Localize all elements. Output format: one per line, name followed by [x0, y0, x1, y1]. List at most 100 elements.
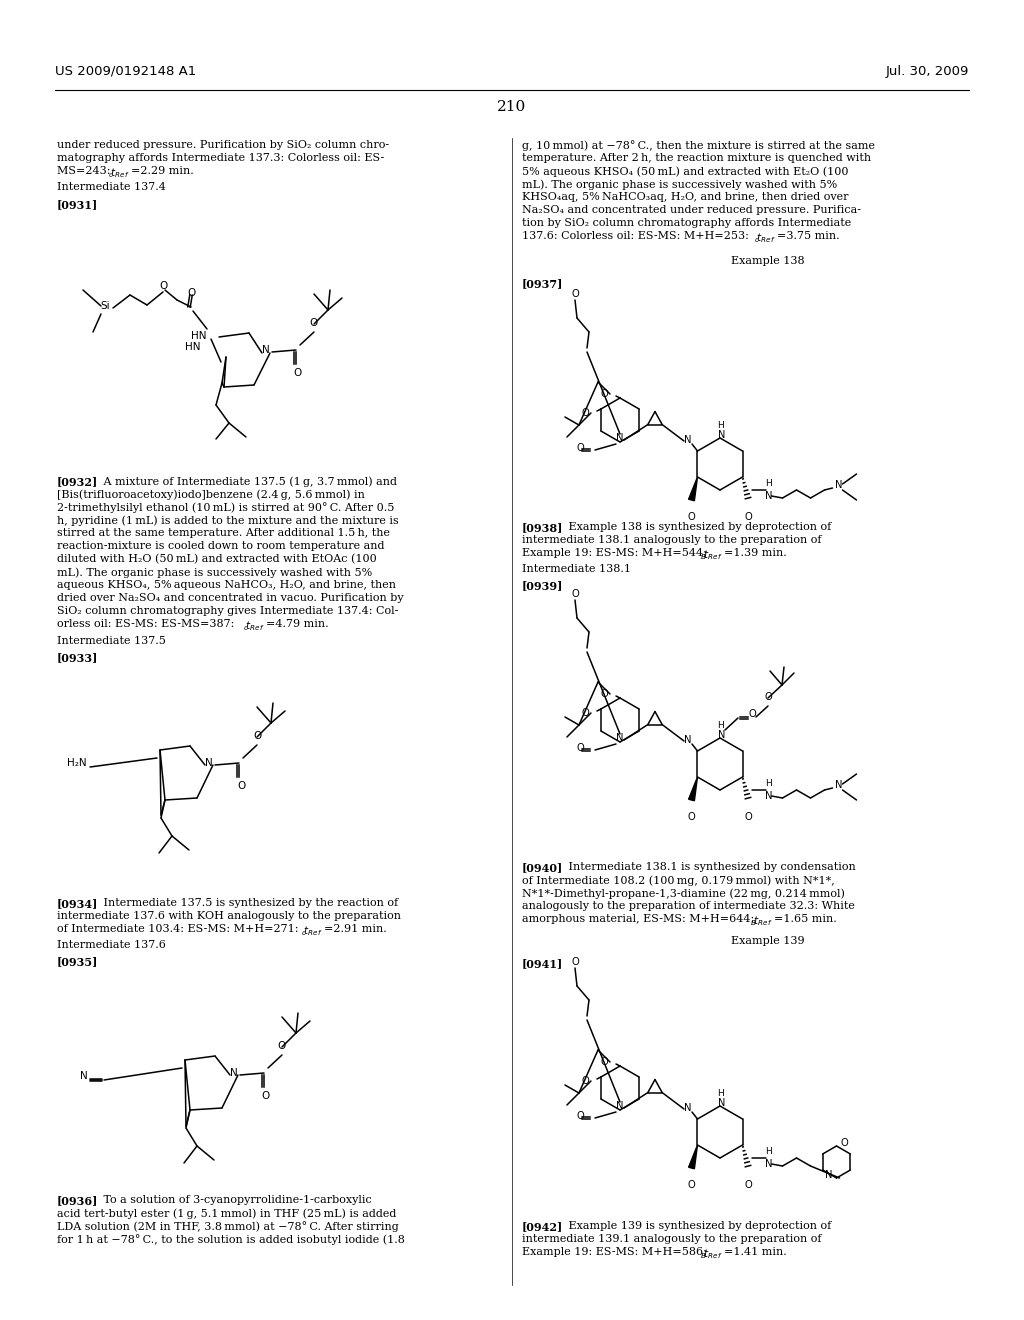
Text: N: N — [825, 1170, 833, 1180]
Text: N: N — [718, 1098, 726, 1107]
Text: O: O — [186, 288, 196, 298]
Text: 210: 210 — [498, 100, 526, 114]
Text: O: O — [159, 281, 167, 290]
Text: $_c\!t_{Ref}$: $_c\!t_{Ref}$ — [108, 166, 130, 180]
Text: H: H — [717, 722, 723, 730]
Text: Na₂SO₄ and concentrated under reduced pressure. Purifica-: Na₂SO₄ and concentrated under reduced pr… — [522, 205, 861, 215]
Text: N: N — [616, 1101, 624, 1111]
Text: O: O — [577, 1111, 584, 1121]
Text: N: N — [684, 735, 692, 744]
Text: Intermediate 138.1: Intermediate 138.1 — [522, 564, 631, 574]
Text: Example 19: ES-MS: M+H=586:: Example 19: ES-MS: M+H=586: — [522, 1247, 711, 1257]
Text: Intermediate 138.1 is synthesized by condensation: Intermediate 138.1 is synthesized by con… — [558, 862, 856, 873]
Text: N: N — [616, 433, 624, 444]
Text: [0931]: [0931] — [57, 199, 98, 210]
Text: N: N — [684, 1104, 692, 1113]
Text: O: O — [310, 318, 318, 327]
Text: SiO₂ column chromatography gives Intermediate 137.4: Col-: SiO₂ column chromatography gives Interme… — [57, 606, 398, 616]
Polygon shape — [688, 477, 697, 500]
Text: O: O — [749, 709, 756, 719]
Text: $_B\!t_{Ref}$: $_B\!t_{Ref}$ — [750, 913, 773, 928]
Text: matography affords Intermediate 137.3: Colorless oil: ES-: matography affords Intermediate 137.3: C… — [57, 153, 384, 162]
Text: O: O — [577, 743, 584, 752]
Text: O: O — [571, 289, 579, 300]
Text: N: N — [765, 491, 772, 502]
Text: under reduced pressure. Purification by SiO₂ column chro-: under reduced pressure. Purification by … — [57, 140, 389, 150]
Text: N: N — [765, 791, 772, 801]
Text: 2-trimethylsilyl ethanol (10 mL) is stirred at 90° C. After 0.5: 2-trimethylsilyl ethanol (10 mL) is stir… — [57, 502, 394, 513]
Text: $_c\!t_{Ref}$: $_c\!t_{Ref}$ — [243, 619, 265, 632]
Text: $_B\!t_{Ref}$: $_B\!t_{Ref}$ — [700, 1247, 723, 1261]
Text: =1.41 min.: =1.41 min. — [724, 1247, 786, 1257]
Text: amorphous material, ES-MS: M+H=644:: amorphous material, ES-MS: M+H=644: — [522, 913, 758, 924]
Text: for 1 h at −78° C., to the solution is added isobutyl iodide (1.8: for 1 h at −78° C., to the solution is a… — [57, 1234, 404, 1245]
Text: [Bis(trifluoroacetoxy)iodo]benzene (2.4 g, 5.6 mmol) in: [Bis(trifluoroacetoxy)iodo]benzene (2.4 … — [57, 488, 365, 499]
Text: O: O — [687, 1180, 695, 1191]
Text: KHSO₄aq, 5% NaHCO₃aq, H₂O, and brine, then dried over: KHSO₄aq, 5% NaHCO₃aq, H₂O, and brine, th… — [522, 191, 849, 202]
Text: =1.39 min.: =1.39 min. — [724, 548, 786, 558]
Text: temperature. After 2 h, the reaction mixture is quenched with: temperature. After 2 h, the reaction mix… — [522, 153, 871, 162]
Text: O: O — [571, 957, 579, 968]
Text: O: O — [571, 589, 579, 599]
Text: tion by SiO₂ column chromatography affords Intermediate: tion by SiO₂ column chromatography affor… — [522, 218, 851, 228]
Text: O: O — [237, 781, 245, 791]
Text: Example 138: Example 138 — [731, 256, 805, 267]
Text: dried over Na₂SO₄ and concentrated in vacuo. Purification by: dried over Na₂SO₄ and concentrated in va… — [57, 593, 403, 603]
Text: [0934]: [0934] — [57, 898, 98, 909]
Text: O: O — [262, 1092, 270, 1101]
Text: Example 138 is synthesized by deprotection of: Example 138 is synthesized by deprotecti… — [558, 521, 831, 532]
Polygon shape — [688, 1144, 697, 1168]
Text: O: O — [278, 1041, 286, 1051]
Text: Example 19: ES-MS: M+H=544:: Example 19: ES-MS: M+H=544: — [522, 548, 711, 558]
Text: O: O — [600, 1057, 608, 1067]
Text: H: H — [765, 1147, 772, 1156]
Text: g, 10 mmol) at −78° C., then the mixture is stirred at the same: g, 10 mmol) at −78° C., then the mixture… — [522, 140, 874, 150]
Text: N: N — [230, 1068, 238, 1078]
Text: acid tert-butyl ester (1 g, 5.1 mmol) in THF (25 mL) is added: acid tert-butyl ester (1 g, 5.1 mmol) in… — [57, 1208, 396, 1218]
Text: [0935]: [0935] — [57, 956, 98, 968]
Text: of Intermediate 108.2 (100 mg, 0.179 mmol) with N*1*,: of Intermediate 108.2 (100 mg, 0.179 mmo… — [522, 875, 835, 886]
Text: O: O — [600, 389, 608, 399]
Text: O: O — [744, 812, 753, 822]
Text: H: H — [717, 1089, 723, 1098]
Text: A mixture of Intermediate 137.5 (1 g, 3.7 mmol) and: A mixture of Intermediate 137.5 (1 g, 3.… — [93, 477, 397, 487]
Text: h, pyridine (1 mL) is added to the mixture and the mixture is: h, pyridine (1 mL) is added to the mixtu… — [57, 515, 398, 525]
Text: O: O — [687, 812, 695, 822]
Text: [0939]: [0939] — [522, 579, 563, 591]
Text: O: O — [581, 408, 589, 418]
Text: of Intermediate 103.4: ES-MS: M+H=271:: of Intermediate 103.4: ES-MS: M+H=271: — [57, 924, 302, 935]
Text: =1.65 min.: =1.65 min. — [774, 913, 837, 924]
Text: [0940]: [0940] — [522, 862, 563, 873]
Text: N: N — [835, 780, 842, 789]
Text: N: N — [835, 480, 842, 490]
Polygon shape — [688, 777, 697, 801]
Text: [0942]: [0942] — [522, 1221, 563, 1232]
Text: O: O — [600, 689, 608, 700]
Text: Example 139: Example 139 — [731, 936, 805, 946]
Text: Intermediate 137.6: Intermediate 137.6 — [57, 940, 166, 950]
Text: O: O — [687, 512, 695, 521]
Text: $_c\!t_{Ref}$: $_c\!t_{Ref}$ — [301, 924, 323, 937]
Text: HN: HN — [185, 342, 201, 352]
Text: O: O — [744, 1180, 753, 1191]
Text: =3.75 min.: =3.75 min. — [777, 231, 840, 242]
Text: N: N — [718, 730, 726, 741]
Text: O: O — [744, 512, 753, 521]
Text: N: N — [616, 733, 624, 743]
Text: LDA solution (2M in THF, 3.8 mmol) at −78° C. After stirring: LDA solution (2M in THF, 3.8 mmol) at −7… — [57, 1221, 398, 1232]
Text: O: O — [253, 731, 261, 741]
Text: O: O — [294, 368, 302, 378]
Text: mL). The organic phase is successively washed with 5%: mL). The organic phase is successively w… — [522, 180, 838, 190]
Text: H: H — [765, 780, 772, 788]
Text: Example 139 is synthesized by deprotection of: Example 139 is synthesized by deprotecti… — [558, 1221, 831, 1232]
Text: O: O — [581, 1076, 589, 1086]
Text: orless oil: ES-MS: ES-MS=387:: orless oil: ES-MS: ES-MS=387: — [57, 619, 238, 630]
Text: intermediate 139.1 analogously to the preparation of: intermediate 139.1 analogously to the pr… — [522, 1234, 821, 1243]
Text: Intermediate 137.4: Intermediate 137.4 — [57, 182, 166, 191]
Text: reaction-mixture is cooled down to room temperature and: reaction-mixture is cooled down to room … — [57, 541, 384, 550]
Text: O: O — [841, 1138, 848, 1148]
Text: intermediate 138.1 analogously to the preparation of: intermediate 138.1 analogously to the pr… — [522, 535, 821, 545]
Text: =2.29 min.: =2.29 min. — [131, 166, 194, 176]
Text: analogously to the preparation of intermediate 32.3: White: analogously to the preparation of interm… — [522, 902, 855, 911]
Text: $_c\!t_{Ref}$: $_c\!t_{Ref}$ — [754, 231, 776, 244]
